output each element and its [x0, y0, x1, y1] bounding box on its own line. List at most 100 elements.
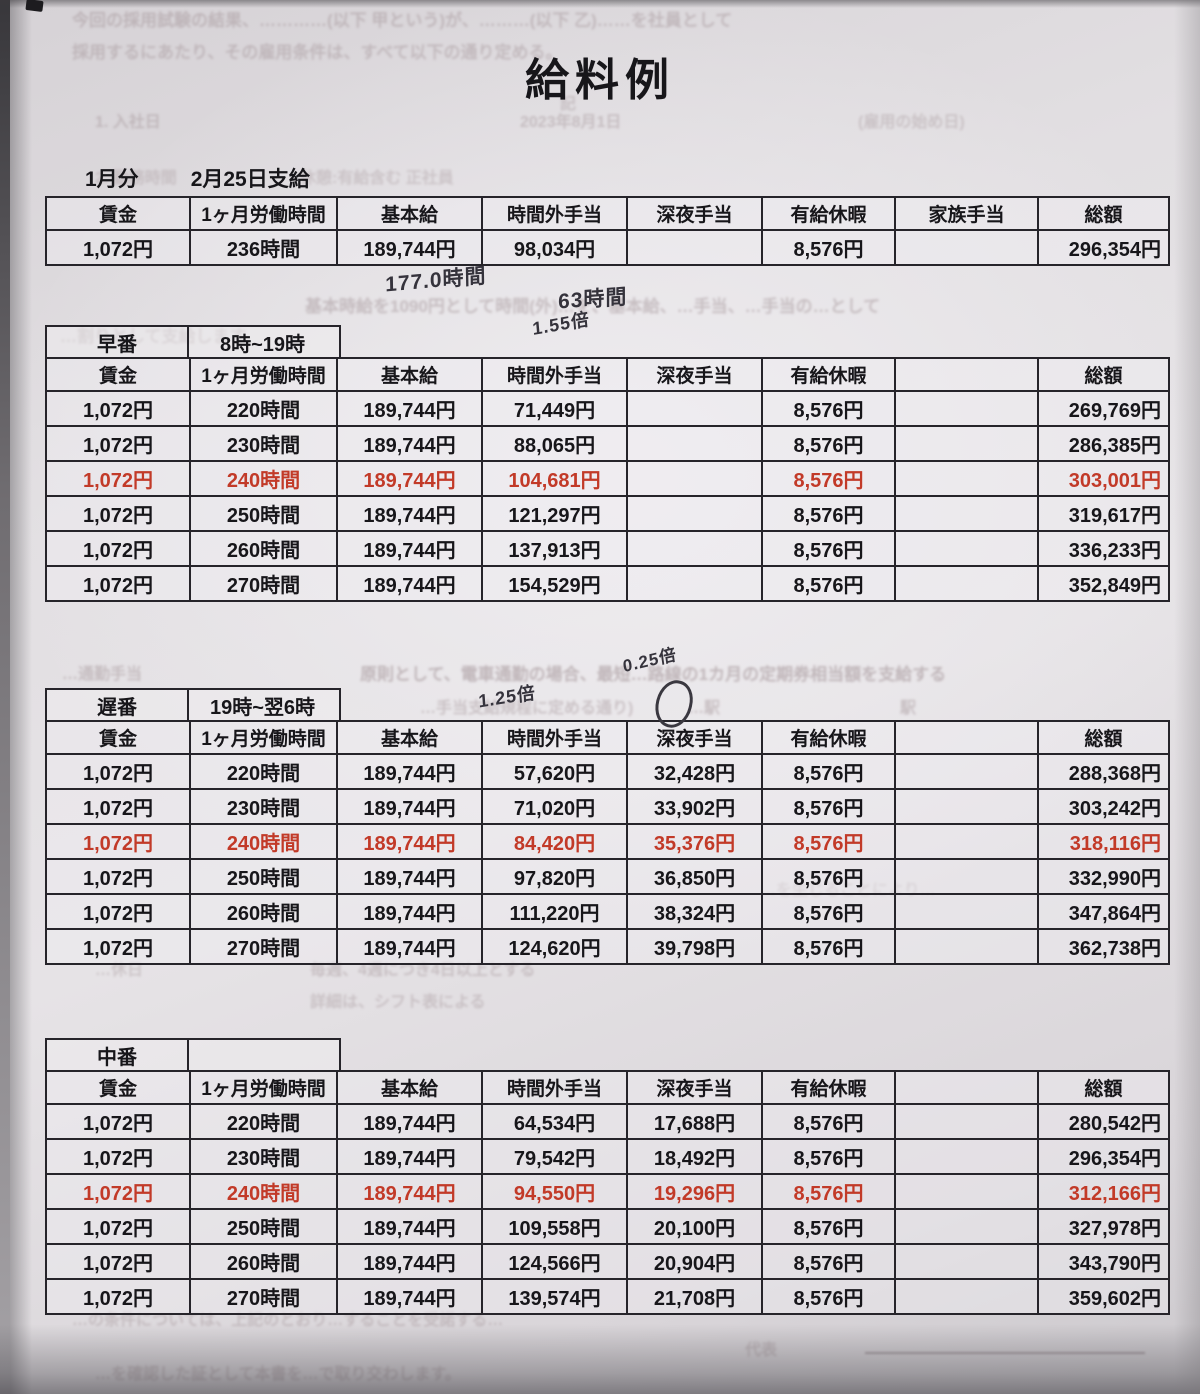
header-cell: 有給休暇 [761, 1072, 894, 1105]
table-cell: 1,072円 [47, 497, 189, 532]
header-cell: 総額 [1037, 198, 1168, 231]
table-cell: 1,072円 [47, 462, 189, 497]
table-cell [626, 567, 761, 600]
ghost-text-fragment: 毎週、4週につき4日以上とする [310, 962, 536, 979]
table-cell [894, 231, 1037, 264]
table-cell: 1,072円 [82, 575, 154, 597]
table-cell: 189,744円 [336, 427, 481, 462]
table-cell: 38,324円 [626, 895, 761, 930]
table-cell: 220時間 [189, 1105, 336, 1140]
table-cell [626, 462, 761, 497]
table-cell: 1,072円 [47, 1140, 189, 1175]
table-cell: 189,744円 [336, 1245, 481, 1280]
table-cell: 260時間 [189, 1245, 336, 1280]
header-cell [894, 1072, 1037, 1105]
table-cell: 189,744円 [336, 1140, 481, 1175]
table-cell: 64,534円 [481, 1105, 626, 1140]
table-cell: 1,072円 [82, 239, 154, 261]
table-cell: 94,550円 [481, 1175, 626, 1210]
table-cell: 8,576円 [761, 497, 894, 532]
table-cell: 8,576円 [761, 1175, 894, 1210]
header-cell: 基本給 [336, 722, 481, 755]
table-cell: 236時間 [189, 231, 336, 264]
table-cell: 240時間 [189, 1175, 336, 1210]
early-shift-table-grid: 賃金 1ヶ月労働時間 基本給 時間外手当 深夜手当 有給休暇 総額 1,072円 220時間 18… [45, 357, 1170, 602]
table-cell: 332,990円 [1037, 860, 1168, 895]
table-cell: 8,576円 [761, 567, 894, 600]
ghost-text-fragment: 詳細は、シフト表による [310, 994, 486, 1011]
table-cell: 362,738円 [1037, 930, 1168, 963]
header-cell: 深夜手当 [626, 722, 761, 755]
paper-right-edge-shadow [1174, 0, 1200, 1394]
table-cell: 240時間 [189, 825, 336, 860]
table-cell: 189,744円 [336, 532, 481, 567]
header-cell: 基本給 [336, 198, 481, 231]
header-cell: 深夜手当 [626, 359, 761, 392]
table-cell: 8,576円 [761, 895, 894, 930]
header-cell: 賃金 [47, 1072, 189, 1105]
table-cell: 8,576円 [761, 462, 894, 497]
table-cell: 8,576円 [761, 1140, 894, 1175]
table-cell: 1,072円 [47, 427, 189, 462]
header-cell: 有給休暇 [761, 198, 894, 231]
table-cell: 1,072円 [82, 1288, 154, 1310]
header-cell [894, 722, 1037, 755]
table-cell: 1,072円 [47, 790, 189, 825]
january-caption: 1月分 2月25日支給 [85, 163, 310, 193]
paper-bottom-edge-shadow [0, 1324, 1200, 1394]
paper-left-edge-fade [10, 0, 32, 1394]
table-cell: 230時間 [189, 427, 336, 462]
table-cell: 20,100円 [626, 1210, 761, 1245]
table-cell [894, 497, 1037, 532]
table-cell: 189,744円 [336, 860, 481, 895]
table-cell: 121,297円 [481, 497, 626, 532]
ghost-text-fragment: 駅 [900, 700, 917, 717]
table-cell: 35,376円 [626, 825, 761, 860]
ghost-text-fragment: 2. 勤務時間 [95, 170, 177, 187]
table-cell: 220時間 [189, 392, 336, 427]
table-cell: 1,072円 [82, 938, 154, 960]
table-cell: 20,904円 [626, 1245, 761, 1280]
table-cell: 71,020円 [481, 790, 626, 825]
table-cell [626, 231, 761, 264]
table-cell: 33,902円 [626, 790, 761, 825]
table-cell: 1,072円 [47, 1245, 189, 1280]
table-cell: 189,744円 [336, 497, 481, 532]
shift-hours-label [189, 1040, 336, 1070]
table-cell: 336,233円 [1037, 532, 1168, 567]
table-cell: 189,744円 [336, 1280, 481, 1313]
middle-shift-table: 中番 賃金 1ヶ月労働時間 基本給 時間外手当 深夜手当 有給休暇 総額 1,072円 220時… [45, 1038, 1170, 1315]
table-cell [894, 1280, 1037, 1313]
early-shift-table: 早番 8時~19時 賃金 1ヶ月労働時間 基本給 時間外手当 深夜手当 有給休暇 総額 1,0… [45, 325, 1170, 602]
period-label: 1月分 [85, 168, 139, 191]
table-cell [894, 1105, 1037, 1140]
table-cell: 18,492円 [626, 1140, 761, 1175]
table-cell: 8,576円 [761, 427, 894, 462]
shift-hours-label: 19時~翌6時 [209, 696, 316, 719]
january-table: 賃金 1ヶ月労働時間 基本給 時間外手当 深夜手当 有給休暇 家族手当 総額 1,072円 236… [45, 196, 1170, 266]
table-cell: 1,072円 [47, 1175, 189, 1210]
ghost-text-fragment: 採用するにあたり、その雇用条件は、すべて以下の通り定める。 [72, 43, 563, 62]
table-cell: 32,428円 [626, 755, 761, 790]
table-cell: 109,558円 [481, 1210, 626, 1245]
table-cell [894, 462, 1037, 497]
ghost-text-fragment: 2023年8月1日 [520, 114, 622, 131]
table-cell: 79,542円 [481, 1140, 626, 1175]
table-cell: 240時間 [189, 462, 336, 497]
ghost-text-fragment: 今回の採用試験の結果、…………(以下 甲という)が、………(以下 乙)……を社員… [72, 11, 733, 30]
pay-date-label: 2月25日支給 [190, 168, 310, 191]
table-cell [894, 1210, 1037, 1245]
header-cell: 賃金 [47, 359, 189, 392]
table-cell: 312,166円 [1037, 1175, 1168, 1210]
table-cell: 189,744円 [336, 392, 481, 427]
table-cell: 19,296円 [626, 1175, 761, 1210]
ghost-text-fragment: 1. 入社日 [95, 114, 161, 131]
ghost-text-fragment: …通勤手当 [62, 666, 143, 683]
shift-name-label: 遅番 [47, 690, 189, 720]
header-cell: 1ヶ月労働時間 [189, 1072, 336, 1105]
header-cell: 賃金 [47, 198, 189, 231]
table-cell: 269,769円 [1037, 392, 1168, 427]
table-cell: 343,790円 [1037, 1245, 1168, 1280]
table-cell [626, 497, 761, 532]
table-cell: 230時間 [189, 790, 336, 825]
